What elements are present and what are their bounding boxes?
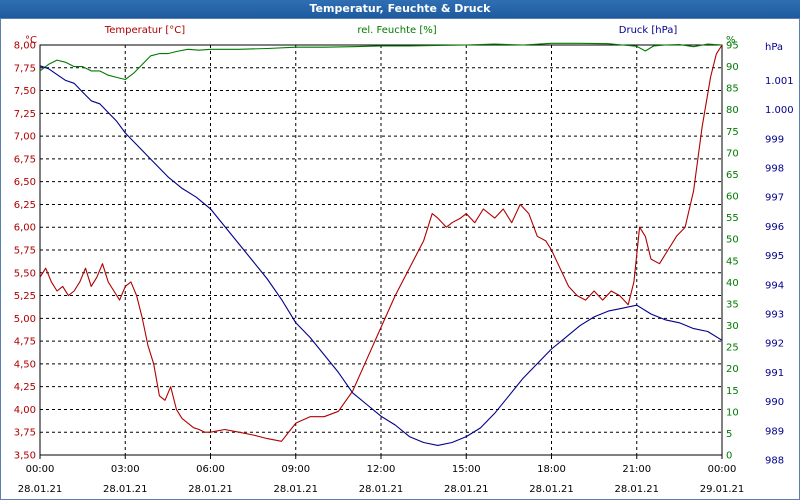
x-tick-date-label: 28.01.21 bbox=[529, 484, 574, 495]
humidity-tick-label: 10 bbox=[726, 407, 739, 418]
humidity-tick-label: 80 bbox=[726, 105, 739, 116]
series-line-pressure bbox=[39, 65, 723, 446]
pressure-tick-label: 1.000 bbox=[765, 105, 794, 116]
axes: 00:00 28.01.21 03:00 28.01.21 06:00 28.01.21 0… bbox=[14, 25, 794, 495]
pressure-axis-title: Druck [hPa] bbox=[619, 25, 678, 36]
x-tick-time-label: 09:00 bbox=[281, 464, 310, 475]
humidity-tick-label: 30 bbox=[726, 321, 739, 332]
temperature-tick-label: 7,75 bbox=[14, 63, 36, 74]
temperature-tick-label: 7,25 bbox=[14, 109, 36, 120]
temperature-tick-label: 6,75 bbox=[14, 154, 36, 165]
x-tick-time-label: 12:00 bbox=[367, 464, 396, 475]
pressure-tick-label: 996 bbox=[765, 222, 784, 233]
series-line-temperature bbox=[39, 44, 723, 442]
grid bbox=[39, 44, 723, 459]
humidity-tick-label: 40 bbox=[726, 278, 739, 289]
temperature-tick-label: 5,25 bbox=[14, 291, 36, 302]
humidity-unit-label: % bbox=[726, 35, 736, 46]
pressure-tick-label: 999 bbox=[765, 134, 784, 145]
humidity-tick-label: 60 bbox=[726, 192, 739, 203]
series-group bbox=[39, 42, 723, 446]
temperature-tick-label: 4,50 bbox=[14, 359, 36, 370]
pressure-tick-label: 990 bbox=[765, 397, 784, 408]
x-tick-date-label: 28.01.21 bbox=[359, 484, 404, 495]
temperature-tick-label: 4,00 bbox=[14, 405, 36, 416]
pressure-tick-label: 991 bbox=[765, 368, 784, 379]
x-tick-time-label: 00:00 bbox=[708, 464, 737, 475]
humidity-tick-label: 5 bbox=[726, 429, 732, 440]
window-title: Temperatur, Feuchte & Druck bbox=[0, 0, 800, 18]
humidity-tick-label: 50 bbox=[726, 235, 739, 246]
temperature-tick-label: 7,00 bbox=[14, 132, 36, 143]
pressure-unit-label: hPa bbox=[765, 42, 783, 53]
humidity-tick-label: 65 bbox=[726, 170, 739, 181]
x-tick-date-label: 28.01.21 bbox=[188, 484, 233, 495]
humidity-tick-label: 0 bbox=[726, 451, 732, 462]
x-tick-time-label: 03:00 bbox=[111, 464, 140, 475]
humidity-tick-label: 55 bbox=[726, 213, 739, 224]
x-tick-time-label: 18:00 bbox=[537, 464, 566, 475]
humidity-tick-label: 90 bbox=[726, 62, 739, 73]
humidity-tick-label: 70 bbox=[726, 148, 739, 159]
pressure-tick-label: 993 bbox=[765, 310, 784, 321]
temperature-tick-label: 5,00 bbox=[14, 314, 36, 325]
humidity-tick-label: 20 bbox=[726, 364, 739, 375]
humidity-tick-label: 35 bbox=[726, 299, 739, 310]
pressure-tick-label: 997 bbox=[765, 193, 784, 204]
humidity-tick-label: 45 bbox=[726, 256, 739, 267]
x-tick-time-label: 15:00 bbox=[452, 464, 481, 475]
x-tick-time-label: 00:00 bbox=[26, 464, 55, 475]
series-line-humidity bbox=[39, 42, 723, 81]
pressure-tick-label: 1.001 bbox=[765, 76, 794, 87]
temperature-tick-label: 6,25 bbox=[14, 200, 36, 211]
temperature-tick-label: 5,75 bbox=[14, 246, 36, 257]
temperature-axis-title: Temperatur [°C] bbox=[104, 25, 185, 36]
humidity-tick-label: 15 bbox=[726, 386, 739, 397]
humidity-axis-title: rel. Feuchte [%] bbox=[357, 25, 436, 36]
pressure-tick-label: 998 bbox=[765, 164, 784, 175]
humidity-tick-label: 95 bbox=[726, 41, 739, 52]
chart-background bbox=[0, 18, 800, 500]
x-tick-date-label: 28.01.21 bbox=[103, 484, 148, 495]
pressure-tick-label: 989 bbox=[765, 426, 784, 437]
pressure-tick-label: 995 bbox=[765, 251, 784, 262]
temperature-tick-label: 4,25 bbox=[14, 382, 36, 393]
pressure-tick-label: 994 bbox=[765, 280, 784, 291]
temperature-tick-label: 5,50 bbox=[14, 268, 36, 279]
temperature-unit-label: °C bbox=[25, 35, 37, 46]
x-tick-time-label: 06:00 bbox=[196, 464, 225, 475]
humidity-tick-label: 85 bbox=[726, 84, 739, 95]
x-tick-time-label: 21:00 bbox=[622, 464, 651, 475]
temperature-tick-label: 4,75 bbox=[14, 337, 36, 348]
temperature-tick-label: 3,75 bbox=[14, 428, 36, 439]
humidity-tick-label: 25 bbox=[726, 343, 739, 354]
temperature-tick-label: 8,00 bbox=[14, 41, 36, 52]
temperature-tick-label: 6,50 bbox=[14, 177, 36, 188]
temperature-tick-label: 6,00 bbox=[14, 223, 36, 234]
pressure-tick-label: 988 bbox=[765, 456, 784, 467]
temperature-tick-label: 7,50 bbox=[14, 86, 36, 97]
pressure-tick-label: 992 bbox=[765, 339, 784, 350]
x-tick-date-label: 28.01.21 bbox=[18, 484, 63, 495]
x-tick-date-label: 29.01.21 bbox=[700, 484, 745, 495]
temperature-tick-label: 3,50 bbox=[14, 451, 36, 462]
x-tick-date-label: 28.01.21 bbox=[273, 484, 318, 495]
humidity-tick-label: 75 bbox=[726, 127, 739, 138]
x-tick-date-label: 28.01.21 bbox=[444, 484, 489, 495]
x-tick-date-label: 28.01.21 bbox=[614, 484, 659, 495]
